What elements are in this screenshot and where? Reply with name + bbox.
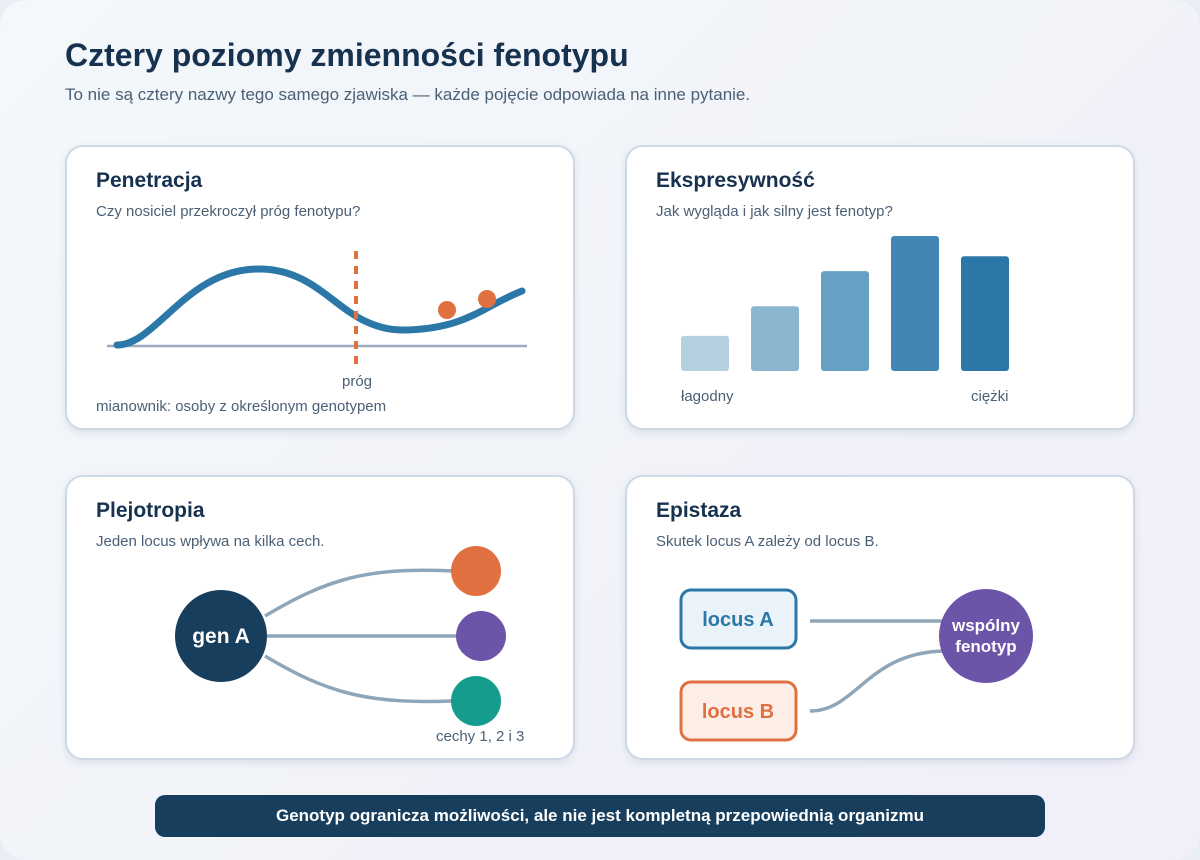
expressivity-card: Ekspresywność Jak wygląda i jak silny je…	[625, 145, 1135, 430]
locus-b-label: locus B	[702, 701, 774, 723]
mild-label: łagodny	[681, 388, 734, 405]
expressivity-title: Ekspresywność	[656, 169, 815, 192]
locus-a-box	[679, 588, 798, 650]
trait-1-node	[451, 546, 501, 596]
penetrance-diagram	[107, 251, 527, 365]
shared-phenotype-node	[939, 589, 1033, 683]
locus-b-box	[679, 680, 798, 742]
summary-banner: Genotyp ogranicza możliwości, ale nie je…	[155, 795, 1045, 837]
carrier-dot-1	[438, 301, 456, 319]
trait-3-node	[451, 676, 501, 726]
page-subtitle: To nie są cztery nazwy tego samego zjawi…	[65, 85, 751, 104]
gene-a-label: gen A	[192, 625, 250, 648]
denominator-note: mianownik: osoby z określonym genotypem	[96, 398, 387, 415]
link-to-trait-1	[264, 568, 453, 618]
link-locus-b	[809, 649, 946, 713]
severe-label: ciężki	[971, 388, 1009, 405]
phenotype-label-line-2: fenotyp	[955, 637, 1016, 656]
pleiotropy-card: gen A Plejotropia Jeden locus wpływa na …	[65, 475, 575, 760]
expressivity-bar-4	[891, 236, 939, 371]
penetrance-question: Czy nosiciel przekroczył próg fenotypu?	[96, 203, 361, 220]
pleiotropy-diagram: gen A	[175, 546, 506, 726]
trait-2-node	[456, 611, 506, 661]
expressivity-bar-1	[681, 335, 729, 371]
penetrance-card: Penetracja Czy nosiciel przekroczył próg…	[65, 145, 575, 430]
epistasis-diagram: locus A locus B wspólny fenotyp	[679, 588, 1033, 742]
penetrance-title: Penetracja	[96, 169, 203, 192]
pleiotropy-question: Jeden locus wpływa na kilka cech.	[96, 533, 325, 550]
traits-label: cechy 1, 2 i 3	[436, 728, 525, 745]
penetrance-curve	[113, 265, 526, 349]
link-to-trait-3	[264, 654, 453, 704]
epistasis-title: Epistaza	[656, 499, 742, 522]
page-title: Cztery poziomy zmienności fenotypu	[65, 37, 629, 73]
expressivity-bar-chart	[681, 236, 1009, 371]
epistasis-question: Skutek locus A zależy od locus B.	[656, 533, 879, 550]
expressivity-bar-2	[751, 306, 799, 371]
pleiotropy-title: Plejotropia	[96, 499, 205, 522]
carrier-dot-2	[478, 290, 496, 308]
expressivity-question: Jak wygląda i jak silny jest fenotyp?	[656, 203, 893, 220]
threshold-label: próg	[342, 373, 373, 390]
expressivity-bar-5	[961, 256, 1009, 371]
phenotype-label-line-1: wspólny	[951, 616, 1021, 635]
locus-a-label: locus A	[702, 609, 774, 631]
gene-a-node	[175, 590, 267, 682]
epistasis-card: locus A locus B wspólny fenotyp Epistaza…	[625, 475, 1135, 760]
expressivity-bar-3	[821, 271, 869, 371]
